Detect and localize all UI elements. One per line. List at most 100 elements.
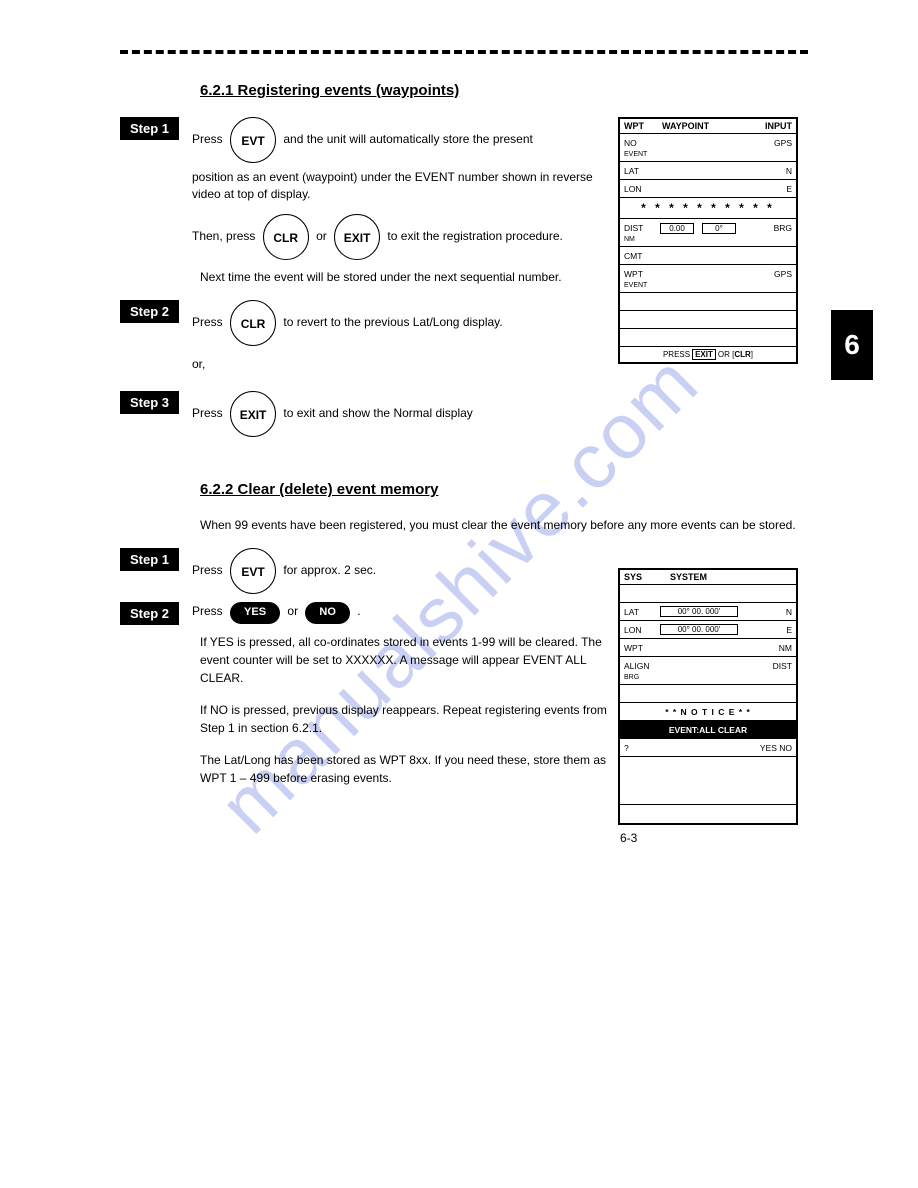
pa-r1l: NO [624,138,637,148]
step2-t2: to revert to the previous Lat/Long displ… [283,315,502,329]
pb-r1l: LAT [624,607,656,617]
pb-hdr-c: SYSTEM [670,572,707,582]
pa-footer: PRESS EXIT OR [ CLR ] [620,347,796,362]
step1-label: Step 1 [120,117,179,140]
section-b-title: 6.2.2 Clear (delete) event memory [200,481,808,498]
pa-rdu: NM [624,236,635,243]
b-step2-container: Step 2 Press YES or NO . [120,602,608,625]
b-step2-text: Press YES or NO . [192,602,608,624]
step2-t1: Press [192,315,223,329]
pa-r2l: LAT [624,166,656,176]
pa-fbox2: CLR [734,350,750,359]
pb-r2l: LON [624,625,656,635]
section-b-right: SYS SYSTEM LAT 00° 00. 000' N LON 00° 00… [618,548,808,845]
pa-hdr-r: INPUT [765,121,792,131]
pa-r3r: E [786,184,792,194]
pa-cmt: CMT [624,251,656,261]
step1-container: Step 1 Press EVT and the unit will autom… [120,117,608,260]
top-dashed-divider [120,50,808,54]
step1-t4: Then, press [192,229,255,243]
step2-label: Step 2 [120,300,179,323]
page-content: 6.2.1 Registering events (waypoints) Ste… [0,0,918,895]
pb-ql: ? [624,743,656,753]
pb-r1v: 00° 00. 000' [660,606,738,617]
b-step1-label: Step 1 [120,548,179,571]
step3-text: Press EXIT to exit and show the Normal d… [192,391,608,437]
step3-container: Step 3 Press EXIT to exit and show the N… [120,391,608,437]
pb-notice: * * N O T I C E * * [665,707,751,717]
pb-row-align: ALIGN DIST BRG [620,657,796,685]
pb-blank1 [620,685,796,703]
pa-row-no: NO GPS EVENT [620,134,796,162]
b-s2-t3: . [357,604,360,618]
pb-qr: YES NO [760,743,792,753]
no-pill: NO [305,602,350,624]
step3-t2: to exit and show the Normal display [283,406,472,420]
clr-key-icon: CLR [263,214,309,260]
pb-hdr-l: SYS [624,572,642,582]
pa-blank2 [620,311,796,329]
pa-rwr: GPS [774,269,792,279]
pa-rwl: WPT [624,269,643,279]
pb-ral: ALIGN [624,661,650,671]
pb-row-lat: LAT 00° 00. 000' N [620,603,796,621]
pb-row-lon: LON 00° 00. 000' E [620,621,796,639]
exit-key-icon-2: EXIT [230,391,276,437]
section-a-title: 6.2.1 Registering events (waypoints) [200,82,808,99]
pa-row-cmt: CMT [620,247,796,265]
pa-row-dist: DIST 0.00 0° BRG NM [620,219,796,247]
step1-t5: or [316,229,327,243]
pa-fbox1: EXIT [692,349,716,360]
next-event-text: Next time the event will be stored under… [200,268,608,286]
pa-f1: PRESS [663,350,690,359]
pb-row-msg: EVENT:ALL CLEAR [620,721,796,739]
section-b-block: Step 1 Press EVT for approx. 2 sec. Step… [120,548,808,845]
pb-ral2: BRG [624,674,639,681]
yes-paragraph: If YES is pressed, all co-ordinates stor… [200,633,608,687]
pb-r3r: NM [779,643,792,653]
pb-r2v: 00° 00. 000' [660,624,738,635]
pb-row-q: ? YES NO [620,739,796,757]
section-b-intro: When 99 events have been registered, you… [200,516,808,534]
panel-b: SYS SYSTEM LAT 00° 00. 000' N LON 00° 00… [618,568,798,825]
step1-t2: and the unit will automatically store th… [283,132,532,146]
pa-rwu: EVENT [624,282,647,289]
pa-r1u: EVENT [624,151,647,158]
b-s1-t2: for approx. 2 sec. [283,563,376,577]
pb-r2r: E [786,625,792,635]
no-paragraph: If NO is pressed, previous display reapp… [200,701,608,737]
pb-header: SYS SYSTEM [620,570,796,585]
pa-row-wpt: WPT GPS EVENT [620,265,796,293]
pa-blank3 [620,329,796,347]
step2-container: Step 2 Press CLR to revert to the previo… [120,300,608,383]
b-s1-t1: Press [192,563,223,577]
pa-row-lat: LAT N [620,162,796,180]
pb-blank0 [620,585,796,603]
pa-r3l: LON [624,184,656,194]
b-step1-container: Step 1 Press EVT for approx. 2 sec. [120,548,608,594]
step1-text: Press EVT and the unit will automaticall… [192,117,608,260]
b-step1-text: Press EVT for approx. 2 sec. [192,548,608,594]
step3-label: Step 3 [120,391,179,414]
page-number: 6-3 [620,831,808,845]
pb-rar: DIST [773,661,792,671]
step2-or: or, [192,356,608,373]
panel-a-header: WPT WAYPOINT INPUT [620,119,796,134]
step1-t1: Press [192,132,223,146]
section-b-left: Step 1 Press EVT for approx. 2 sec. Step… [120,548,618,845]
pb-blank3 [620,805,796,823]
pa-row-lon: LON E [620,180,796,198]
step2-text: Press CLR to revert to the previous Lat/… [192,300,608,383]
pa-stars: * * * * * * * * * * [620,198,796,219]
advisory-text: The Lat/Long has been stored as WPT 8xx.… [200,751,608,787]
pb-r3l: WPT [624,643,656,653]
section-a-left: Step 1 Press EVT and the unit will autom… [120,117,618,445]
evt-key-icon-b: EVT [230,548,276,594]
step1-t6: to exit the registration procedure. [387,229,562,243]
section-a-right: WPT WAYPOINT INPUT NO GPS EVENT LAT N LO… [618,117,808,445]
pb-blank2 [620,757,796,805]
evt-key-icon: EVT [230,117,276,163]
pa-f3: ] [751,350,753,359]
pa-hdr-l: WPT [624,121,644,131]
step1-t3: position as an event (waypoint) under th… [192,169,608,204]
